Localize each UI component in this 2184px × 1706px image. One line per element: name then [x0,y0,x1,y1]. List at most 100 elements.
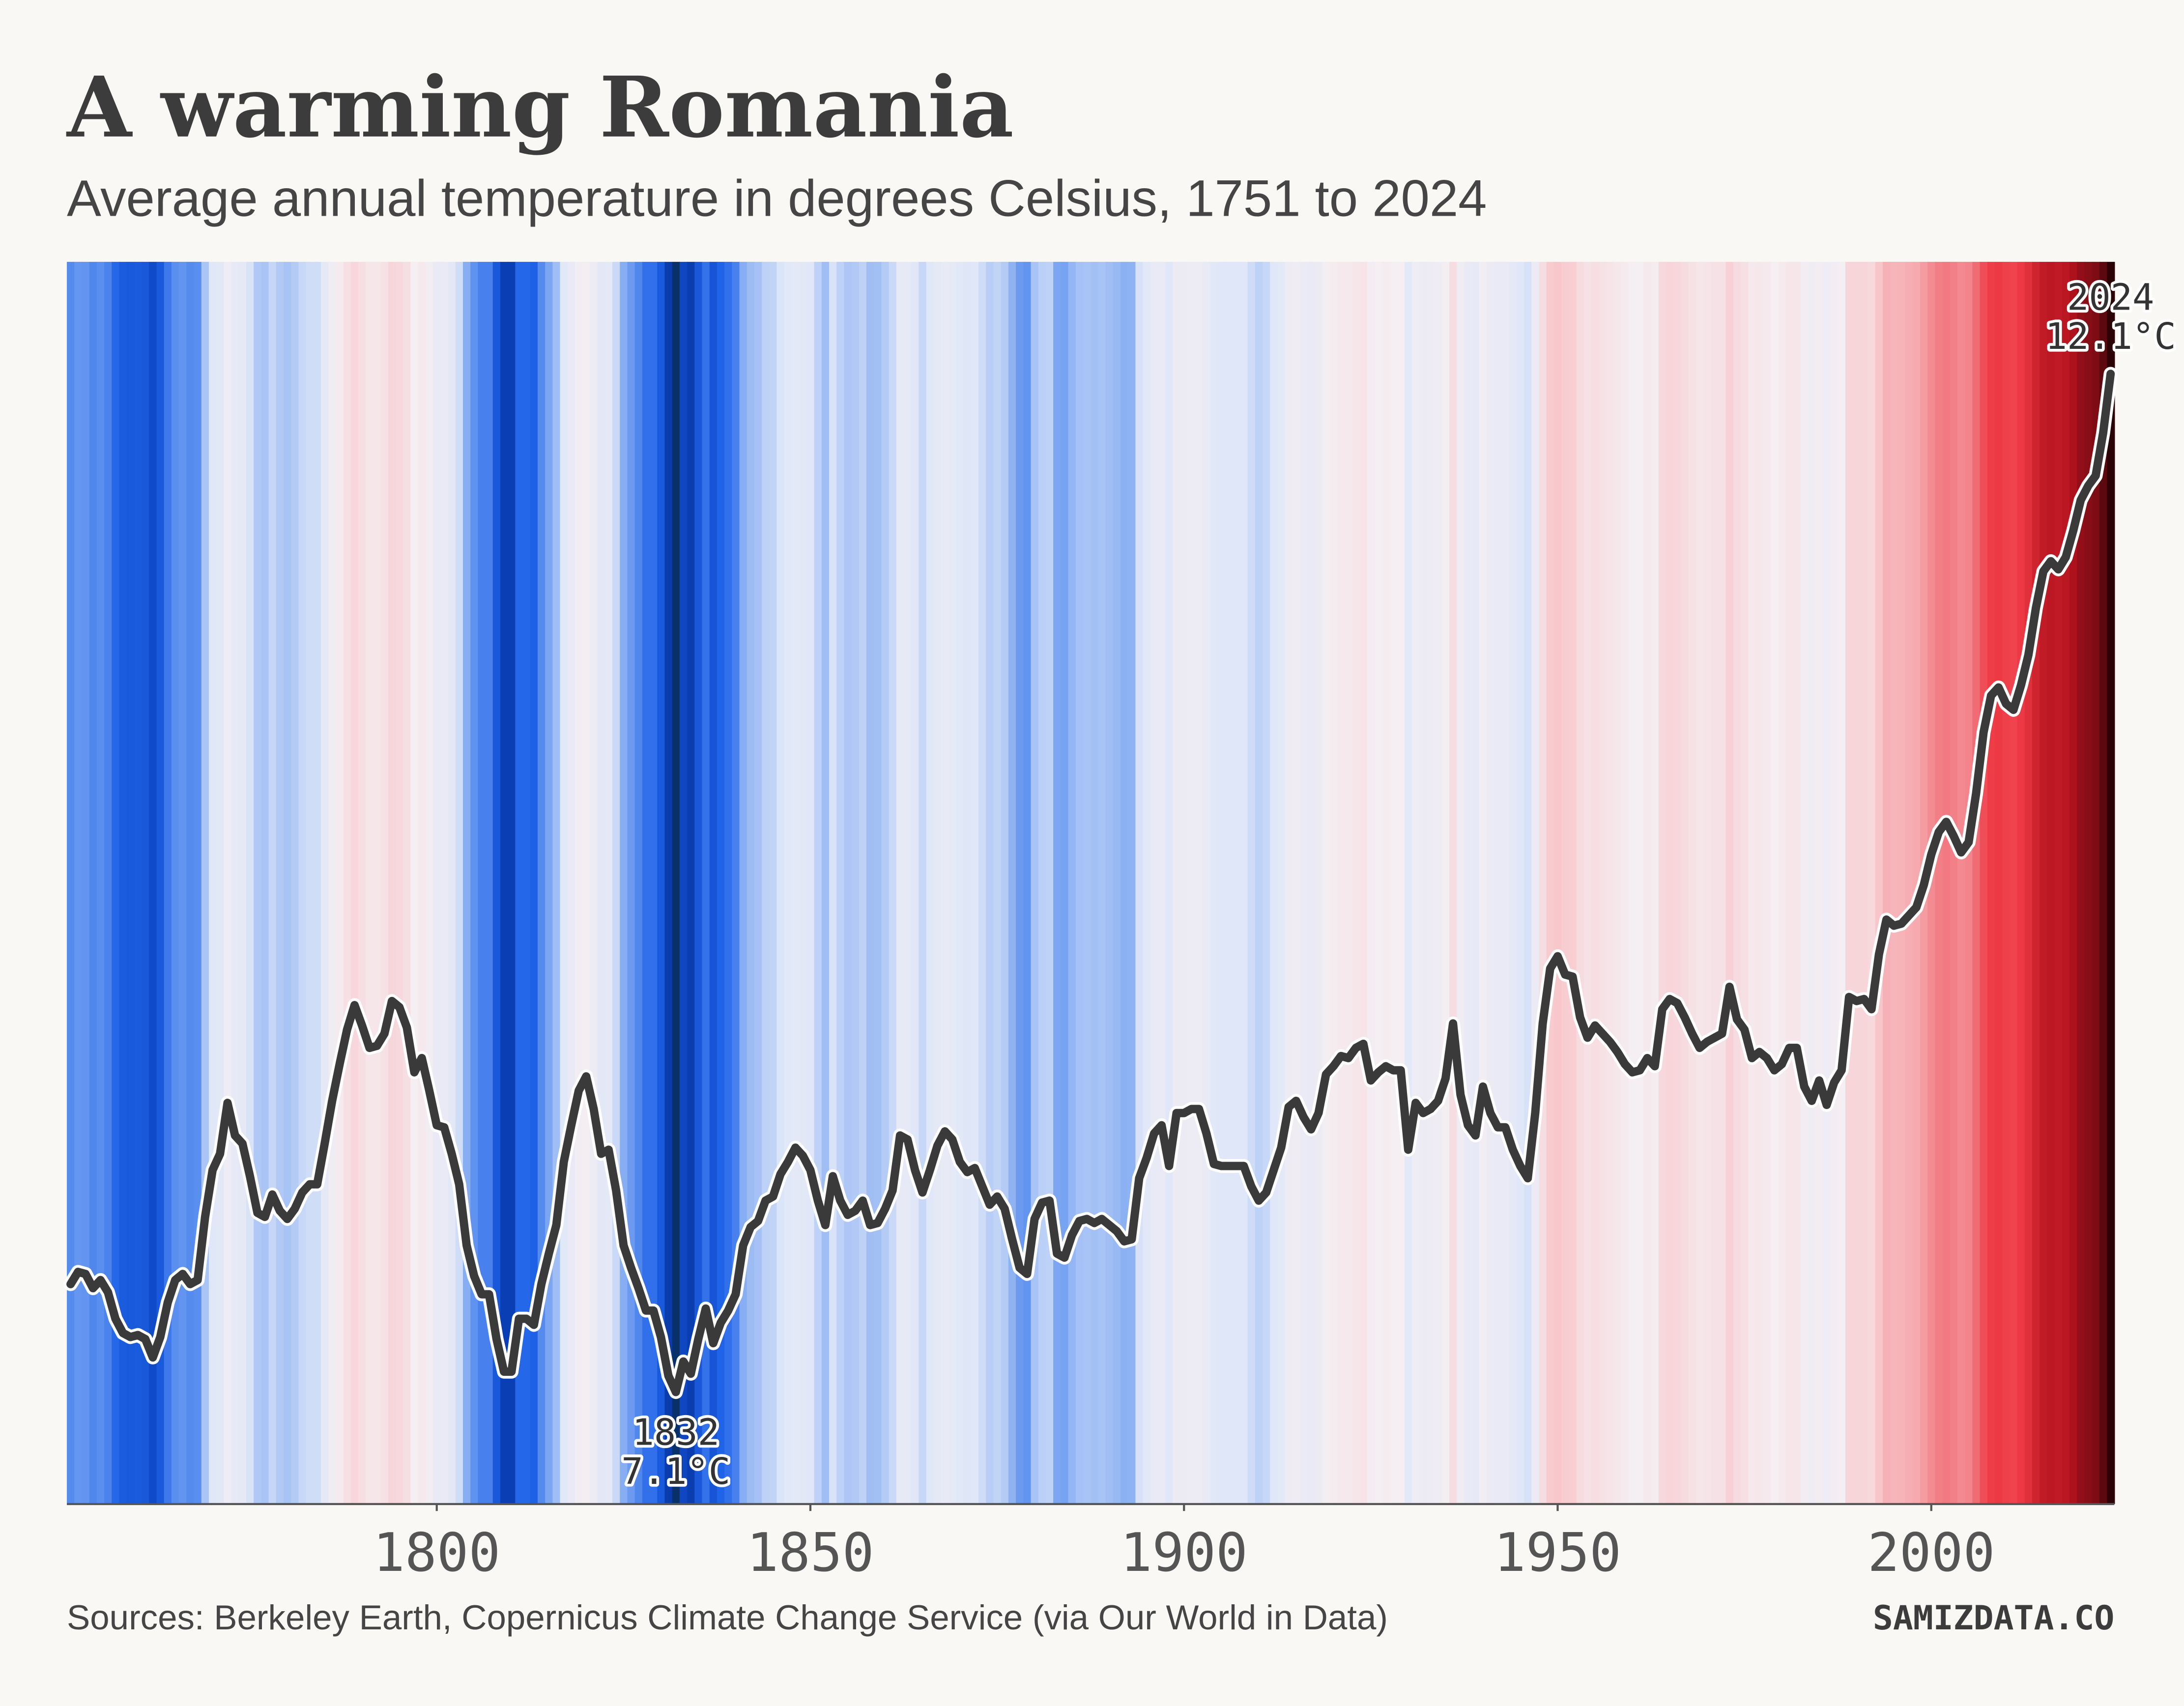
stripe [246,261,255,1504]
stripe [1583,261,1592,1504]
stripe [1785,261,1794,1504]
stripe [67,261,75,1504]
stripe [1068,261,1076,1504]
stripe [859,261,867,1504]
stripe [104,261,113,1504]
stripe [410,261,419,1504]
stripe [1240,261,1248,1504]
stripe [403,261,411,1504]
stripe [1539,261,1547,1504]
stripe [709,261,718,1504]
stripe [462,261,471,1504]
stripe [2077,261,2085,1504]
stripe [1150,261,1159,1504]
stripe [956,261,964,1504]
stripe [993,261,1002,1504]
stripe [1487,261,1495,1504]
stripe [1143,261,1151,1504]
stripe [1658,261,1667,1504]
stripe [1628,261,1637,1504]
stripe [1576,261,1584,1504]
stripe [492,261,501,1504]
stripe [1800,261,1809,1504]
stripe [582,261,591,1504]
stripe [134,261,143,1504]
stripe [1203,261,1211,1504]
stripe [149,261,157,1504]
stripe [986,261,994,1504]
stripe [926,261,934,1504]
stripe [1950,261,1958,1504]
stripe [119,261,127,1504]
stripe [1195,261,1204,1504]
stripe [1703,261,1712,1504]
stripe [1531,261,1540,1504]
stripe [2010,261,2018,1504]
stripe [1755,261,1764,1504]
stripe [291,261,299,1504]
stripe [1808,261,1816,1504]
stripe [1352,261,1360,1504]
stripe [231,261,239,1504]
stripe [1441,261,1450,1504]
stripe [806,261,815,1504]
stripe [560,261,568,1504]
stripe [1673,261,1682,1504]
stripe [1016,261,1024,1504]
stripe [747,261,755,1504]
stripe [1045,261,1054,1504]
stripe [672,261,681,1504]
stripe [732,261,740,1504]
stripe [268,261,277,1504]
stripe [306,261,314,1504]
annotation-value: 7.1°C [621,1451,730,1493]
stripe [1912,261,1921,1504]
stripe [1494,261,1502,1504]
stripe [254,261,262,1504]
stripe [485,261,493,1504]
stripe [2062,261,2070,1504]
x-tick-label: 2000 [1868,1522,1995,1584]
stripe [1569,261,1577,1504]
stripe [769,261,777,1504]
stripe [1741,261,1749,1504]
stripe [687,261,695,1504]
stripe [1860,261,1868,1504]
stripe [1359,261,1368,1504]
stripe [1285,261,1293,1504]
stripe [82,261,90,1504]
stripe [1434,261,1442,1504]
stripe [366,261,374,1504]
stripe [1688,261,1696,1504]
stripe [1927,261,1936,1504]
stripe [1427,261,1435,1504]
chart-title: A warming Romania [66,58,1014,157]
stripe [1882,261,1891,1504]
stripe [545,261,553,1504]
stripe [911,261,920,1504]
stripe [896,261,905,1504]
stripe [1307,261,1316,1504]
stripe [1322,261,1330,1504]
stripe [261,261,269,1504]
stripe [522,261,531,1504]
stripe [650,261,658,1504]
stripe [418,261,427,1504]
stripe [941,261,949,1504]
stripe [1516,261,1525,1504]
stripe [74,261,83,1504]
stripe [1935,261,1943,1504]
stripe [276,261,285,1504]
stripe [627,261,635,1504]
stripe [784,261,793,1504]
stripe [762,261,770,1504]
stripe [1711,261,1719,1504]
stripe [1830,261,1839,1504]
stripe [702,261,710,1504]
stripe [1008,261,1017,1504]
stripe [373,261,381,1504]
stripe [575,261,583,1504]
stripe [1553,261,1562,1504]
stripe [1868,261,1876,1504]
stripe [1838,261,1846,1504]
